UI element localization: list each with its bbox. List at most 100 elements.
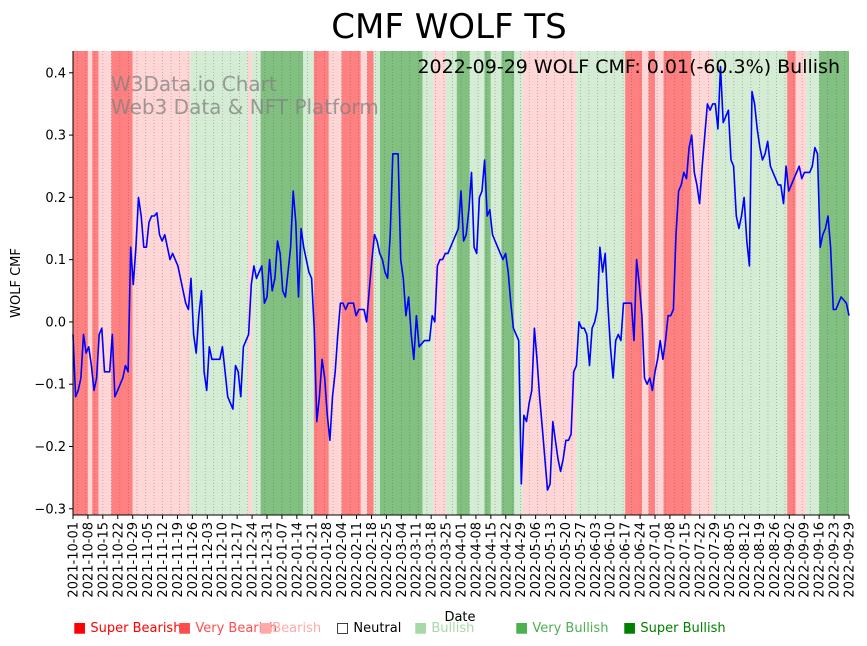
x-tick-label: 2022-08-26 [768,522,783,598]
x-tick-label: 2022-08-05 [723,522,738,598]
series-layer [72,65,850,491]
x-tick-label: 2021-12-17 [231,522,246,598]
x-tick-label: 2022-03-25 [440,522,455,598]
x-tick-label: 2022-07-01 [649,522,664,598]
regime-band-bullish [806,51,820,515]
regime-band-bearish [642,51,649,515]
legend-label: Bearish [272,621,322,636]
x-tick-label: 2022-06-10 [604,522,619,598]
x-tick-label: 2022-07-29 [708,522,723,598]
x-tick-label: 2022-02-18 [365,522,380,598]
regime-band-bearish [360,51,368,515]
x-tick-label: 2021-12-31 [261,522,276,598]
legend-item-very-bearish: ■ Very Bearish [178,620,278,636]
y-tick-label: 0.4 [45,66,66,81]
regime-band-bearish [795,51,807,515]
y-axis: −0.3 −0.2 −0.1 0.0 0.1 0.2 0.3 0.4 [34,66,73,517]
legend-item-neutral: □ Neutral [336,620,402,636]
x-tick-label: 2021-12-10 [216,522,231,598]
y-tick-label: −0.2 [34,440,66,455]
legend-label: Very Bullish [532,621,609,636]
x-tick-label: 2022-04-22 [499,522,514,598]
regime-band-bullish [576,51,626,515]
x-tick-label: 2022-06-17 [619,522,634,598]
y-tick-label: −0.1 [34,378,66,393]
regime-band-very-bullish [456,51,470,515]
regime-band-very-bullish [501,51,515,515]
x-tick-label: 2022-09-02 [783,522,798,598]
x-tick-label: 2021-12-24 [246,522,261,598]
x-tick-label: 2022-04-15 [484,522,499,598]
regime-band-bearish [247,51,253,515]
x-axis: 2021-10-01 2021-10-08 2021-10-15 2021-10-22… [67,515,858,598]
regime-band-bullish [303,51,314,515]
legend-label: Bullish [431,621,475,636]
legend-item-super-bullish: ■ Super Bullish [623,620,726,636]
regime-band-bearish [328,51,342,515]
x-tick-label: 2022-07-22 [693,522,708,598]
regime-band-bearish [132,51,191,515]
regime-band-very-bearish [787,51,796,515]
x-tick-label: 2022-03-18 [425,522,440,598]
regime-band-very-bearish [341,51,361,515]
regime-band-bullish [190,51,248,515]
legend-item-super-bearish: ■ Super Bearish [73,620,182,636]
legend-label: Very Bearish [195,621,278,636]
x-tick-label: 2021-11-12 [156,522,171,598]
legend-item-bullish: ■ Bullish [414,620,475,636]
legend-item-very-bullish: ■ Very Bullish [515,620,609,636]
x-tick-label: 2022-09-29 [843,522,858,598]
regime-band-very-bullish [484,51,491,515]
regime-band-very-bearish [92,51,99,515]
x-tick-label: 2021-12-03 [201,522,216,598]
y-axis-label: WOLF CMF [9,248,24,318]
x-tick-label: 2022-04-08 [469,522,484,598]
x-tick-label: 2022-08-12 [738,522,753,598]
x-tick-label: 2022-01-21 [305,522,320,598]
regime-band-bullish [446,51,457,515]
regime-band-bearish [655,51,664,515]
x-tick-label: 2022-09-16 [813,522,828,598]
legend-label: Super Bearish [90,621,182,636]
x-tick-label: 2022-01-28 [320,522,335,598]
x-tick-label: 2022-05-20 [559,522,574,598]
watermark-line-1: W3Data.io Chart [111,72,277,96]
x-tick-label: 2022-05-13 [544,522,559,598]
x-tick-label: 2022-06-24 [634,522,649,598]
regime-band-bearish [98,51,112,515]
vertical-grid [77,51,845,515]
regime-band-bullish [422,51,434,515]
regime-band-bullish [373,51,380,515]
legend-label: Neutral [353,621,402,636]
x-tick-label: 2022-09-23 [828,522,843,598]
x-tick-label: 2021-11-19 [171,522,186,598]
x-tick-label: 2022-05-06 [529,522,544,598]
legend-item-bearish: ■Bearish [259,620,322,636]
x-tick-label: 2022-02-25 [380,522,395,598]
chart-title: CMF WOLF TS [331,7,566,47]
y-tick-label: −0.3 [34,502,66,517]
regime-band-very-bearish [111,51,133,515]
regime-band-very-bearish [648,51,655,515]
y-tick-label: 0.1 [45,253,66,268]
regime-band-bearish [87,51,93,515]
y-tick-label: 0.3 [45,129,66,144]
x-tick-label: 2021-10-08 [81,522,96,598]
regime-band-bullish [514,51,523,515]
y-tick-label: 0.0 [45,315,66,330]
y-tick-label: 0.2 [45,191,66,206]
regime-band-very-bearish [663,51,692,515]
x-tick-label: 2022-01-07 [275,522,290,598]
regime-band-bearish [433,51,447,515]
x-tick-label: 2022-04-01 [455,522,470,598]
legend-label: Super Bullish [640,621,726,636]
x-tick-label: 2021-10-29 [126,522,141,598]
regime-band-bearish [522,51,577,515]
x-tick-label: 2022-05-27 [574,522,589,598]
x-axis-label: Date [444,610,475,625]
regime-band-bullish [469,51,485,515]
x-tick-label: 2021-10-15 [96,522,111,598]
x-tick-label: 2022-02-04 [335,522,350,598]
x-tick-label: 2021-10-22 [111,522,126,598]
x-tick-label: 2022-09-09 [798,522,813,598]
